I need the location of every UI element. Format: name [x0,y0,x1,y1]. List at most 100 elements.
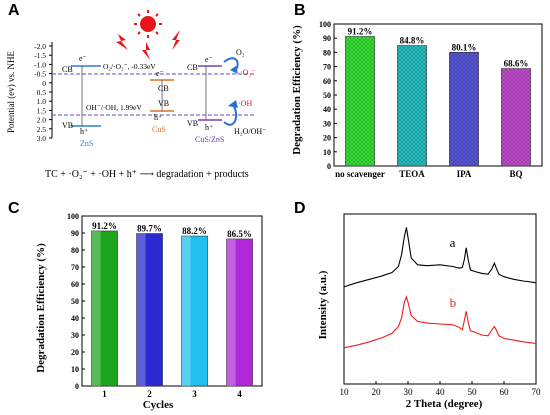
panel-label-b: B [294,2,306,19]
lightning-bolt-icons [116,30,180,60]
y-tick-label: 0 [327,162,331,171]
y-tick-label: 90 [323,34,331,43]
potential-tick-label: 0 [42,79,46,88]
series-label-a: a [450,235,456,250]
cuszns-hole-label: h⁺ [205,123,213,132]
cuszns-bands: CB VB e⁻ h⁺ CuS/ZnS [187,55,224,144]
cycle-bar-chart: Degradation Efficiency (%) Cycles 0 10 20 3… [35,212,263,411]
bar-highlight [91,230,101,386]
y-tick-label: 40 [323,105,331,114]
data-label: 80.1% [452,42,477,52]
cus-electron-label: e⁻ [156,69,164,78]
o2-couple-label: O₂/·O₂⁻, -0.33eV [103,62,156,71]
y-tick-label: 20 [71,348,79,357]
cuszns-electron-label: e⁻ [205,55,213,64]
panel-b-scavenger-chart: B Degradation Efficiency (%) 0 10 20 30 40 50… [291,0,550,200]
potential-tick-label: -2.0 [34,42,46,51]
y-tick-label: 90 [71,229,79,238]
potential-axis-ticks: -2.0-1.5-1.0-0.500.51.01.52.02.53.0 [34,42,52,143]
y-tick-label: 10 [323,148,331,157]
data-label: 91.2% [92,221,117,231]
sun-icon [134,10,162,38]
data-label: 84.8% [400,36,425,46]
panel-d-xrd-chart: D Intensity (a.u.) 2 Theta (degree) 10 20… [292,200,550,415]
potential-tick-label: 1.0 [37,97,47,106]
panel-label-a: A [8,2,20,19]
xrd-line-chart: Intensity (a.u.) 2 Theta (degree) 10 20 30… [317,213,542,410]
o2-label: O₂ [236,48,245,57]
chart-d-series: ab [343,227,537,349]
chart-d-xlabel: 2 Theta (degree) [406,398,483,410]
data-label: 89.7% [137,224,162,234]
data-label: 86.5% [227,229,252,239]
chart-b-ylabel: Degradation Efficiency (%) [291,25,303,155]
y-tick-label: 70 [71,263,79,272]
x-tick-label: 70 [532,387,542,397]
chart-b-axes: 0 10 20 30 40 50 60 70 80 90 100 no scavenger TEOA IP… [319,20,543,179]
cuszns-vb-label: VB [187,119,198,128]
bar-hatch [501,68,531,166]
chart-d-axes: 10 20 30 40 50 60 70 [340,213,542,397]
chart-c-xlabel: Cycles [143,399,174,411]
x-tick-label: 1 [102,389,107,399]
y-tick-label: 30 [323,119,331,128]
chart-c-ylabel: Degradation Efficiency (%) [35,243,47,373]
bar [226,238,253,387]
bar-hatch [397,45,427,166]
cus-vb-label: VB [158,99,169,108]
cus-hole-label: h⁺ [154,113,162,122]
y-tick-label: 100 [67,212,79,221]
cus-cb-label: CB [158,84,169,93]
potential-tick-label: 2.0 [37,116,47,125]
y-tick-label: 60 [71,280,79,289]
h2o-label: H₂O/OH⁻ [234,127,266,136]
panel-a-band-diagram: A Potential (ev) vs. NHE -2.0 -1.5 -1.0 -0.… [0,0,275,195]
potential-tick-label: -1.0 [34,60,46,69]
x-tick-label: 60 [500,387,510,397]
y-tick-label: 30 [71,331,79,340]
chart-c-bars: 91.2% 89.7% 88.2% 86.5% [91,221,253,387]
data-label: 88.2% [182,226,207,236]
x-tick-label: no scavenger [335,169,385,179]
potential-tick-label: 1.5 [37,106,47,115]
cuszns-cb-label: CB [187,63,198,72]
potential-tick-label: 0.5 [37,88,47,97]
y-tick-label: 50 [71,297,79,306]
series-line-a [343,227,537,288]
chart-c-axes: 0 10 20 30 40 50 60 70 80 90 100 1 2 3 4 [67,212,263,399]
y-tick-label: 100 [319,20,331,29]
series-label-b: b [450,295,457,310]
y-tick-label: 80 [323,48,331,57]
bar-highlight [136,233,146,386]
x-tick-label: IPA [457,169,472,179]
data-label: 91.2% [348,26,373,36]
y-tick-label: 0 [75,382,79,391]
y-tick-label: 60 [323,77,331,86]
series-line-b [343,295,537,349]
x-tick-label: 10 [340,387,350,397]
cus-bands: e⁻ CB VB h⁺ CuS [150,69,174,134]
y-tick-label: 40 [71,314,79,323]
plot-frame [343,213,537,385]
oh-oxidation-arrowhead [228,100,238,108]
y-tick-label: 20 [323,134,331,143]
bar-highlight [226,238,236,386]
potential-axis-label: Potential (ev) vs. NHE [6,51,16,133]
o2-reduction-arrowhead [230,66,238,74]
potential-tick-label: 2.5 [37,125,47,134]
superoxide-label: ·O₂⁻ [240,68,255,77]
zns-bands: CB VB e⁻ h⁺ ZnS [62,54,101,148]
y-tick-label: 50 [323,91,331,100]
potential-tick-label: -1.5 [34,51,46,60]
bar [181,235,208,387]
cus-label: CuS [152,125,166,134]
y-tick-label: 70 [323,63,331,72]
zns-hole-label: h⁺ [80,127,88,136]
panel-c-cycle-chart: C Degradation Efficiency (%) Cycles 0 10 2… [0,200,275,415]
x-tick-label: BQ [509,169,522,179]
bar [136,233,163,387]
x-tick-label: 50 [468,387,478,397]
zns-electron-label: e⁻ [79,54,87,63]
bar-hatch [345,36,375,166]
x-tick-label: 20 [372,387,382,397]
